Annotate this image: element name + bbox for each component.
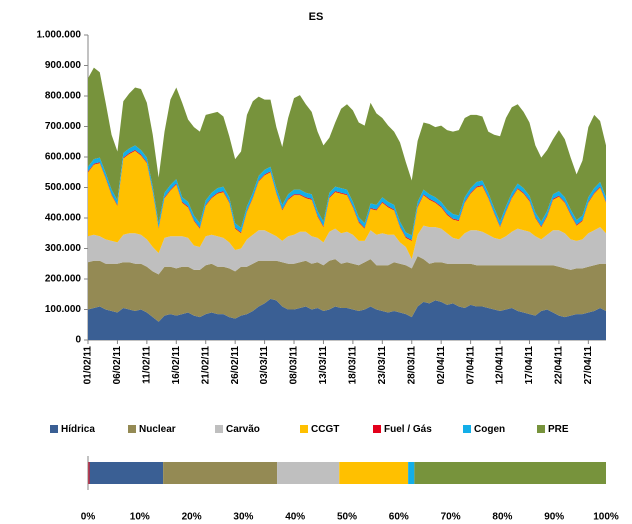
x-tick-label: 16/02/11 (171, 346, 182, 385)
x-tick-label: 23/03/11 (377, 346, 388, 385)
area (88, 145, 606, 240)
legend-swatch (373, 425, 381, 433)
legend-label: CCGT (311, 424, 339, 435)
x-tick-label: 0% (81, 512, 96, 523)
y-tick-label: 700.000 (45, 121, 82, 132)
y-tick-label: 800.000 (45, 91, 82, 102)
y-tick-label: 100.000 (45, 304, 82, 315)
x-tick-label: 11/02/11 (142, 346, 153, 384)
x-tick-label: 22/04/11 (554, 346, 565, 385)
area (88, 298, 606, 340)
bar-segment (414, 462, 606, 484)
legend-swatch (50, 425, 58, 433)
x-tick-label: 27/04/11 (583, 346, 594, 385)
y-tick-label: 900.000 (45, 60, 82, 71)
x-tick-label: 02/04/11 (436, 346, 447, 385)
area (88, 256, 606, 322)
legend-swatch (300, 425, 308, 433)
x-tick-label: 08/03/11 (289, 346, 300, 385)
x-tick-label: 20% (182, 512, 202, 523)
x-tick-label: 18/03/11 (348, 346, 359, 385)
x-tick-label: 13/03/11 (318, 346, 329, 385)
x-tick-label: 07/04/11 (465, 346, 476, 385)
y-tick-label: 600.000 (45, 152, 82, 163)
bar-segment (88, 462, 90, 484)
x-tick-label: 80% (492, 512, 512, 523)
legend-swatch (537, 425, 545, 433)
x-tick-label: 06/02/11 (112, 346, 123, 385)
x-tick-label: 17/04/11 (524, 346, 535, 385)
area (88, 150, 606, 260)
legend-swatch (128, 425, 136, 433)
x-tick-label: 50% (337, 512, 357, 523)
x-tick-label: 60% (389, 512, 409, 523)
x-tick-label: 10% (130, 512, 150, 523)
legend-swatch (463, 425, 471, 433)
y-tick-label: 200.000 (45, 274, 82, 285)
bar-segment (408, 462, 415, 484)
x-tick-label: 70% (441, 512, 461, 523)
x-tick-label: 30% (233, 512, 253, 523)
legend-label: Nuclear (139, 424, 176, 435)
legend-swatch (215, 425, 223, 433)
y-tick-label: 1.000.000 (37, 30, 82, 41)
area (88, 225, 606, 275)
legend-label: PRE (548, 424, 569, 435)
legend-label: Hídrica (61, 424, 95, 435)
x-tick-label: 90% (544, 512, 564, 523)
x-tick-label: 100% (593, 512, 619, 523)
x-tick-label: 26/02/11 (230, 346, 241, 385)
x-tick-label: 40% (285, 512, 305, 523)
y-tick-label: 300.000 (45, 243, 82, 254)
legend-label: Cogen (474, 424, 505, 435)
area (88, 67, 606, 236)
bar-segment (89, 462, 164, 484)
x-tick-label: 21/02/11 (200, 346, 211, 385)
y-tick-label: 400.000 (45, 213, 82, 224)
x-tick-label: 28/03/11 (406, 346, 417, 385)
x-tick-label: 03/03/11 (259, 346, 270, 385)
bar-segment (163, 462, 278, 484)
chart-title: ES (309, 11, 324, 23)
bar-segment (277, 462, 340, 484)
x-tick-label: 01/02/11 (83, 346, 94, 385)
legend-label: Carvão (226, 424, 260, 435)
legend-label: Fuel / Gás (384, 424, 432, 435)
bar-segment (339, 462, 409, 484)
y-tick-label: 0 (75, 335, 81, 346)
y-tick-label: 500.000 (45, 182, 82, 193)
x-tick-label: 12/04/11 (495, 346, 506, 385)
